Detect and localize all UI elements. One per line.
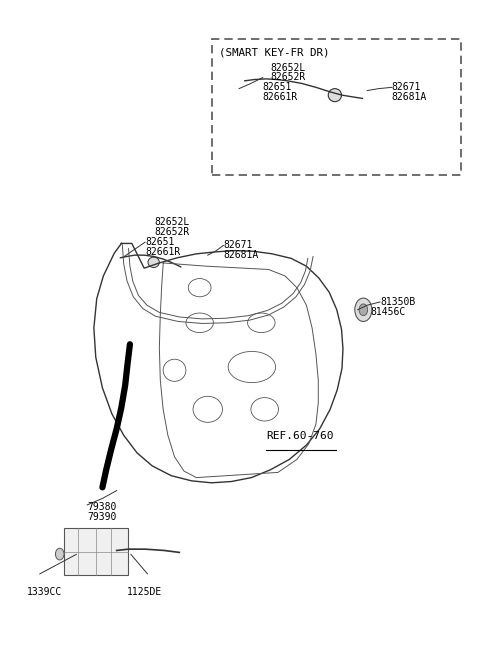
Text: REF.60-760: REF.60-760 [266, 431, 334, 441]
Text: 82652R: 82652R [155, 227, 190, 237]
Text: 82671: 82671 [223, 240, 253, 250]
Text: 82661R: 82661R [145, 247, 180, 256]
Text: 82651: 82651 [145, 237, 175, 247]
Text: 79380: 79380 [87, 502, 117, 512]
Circle shape [359, 304, 368, 316]
Text: 82681A: 82681A [392, 92, 427, 102]
Text: 82652L: 82652L [271, 62, 306, 73]
Ellipse shape [148, 257, 159, 268]
Text: 81456C: 81456C [371, 306, 406, 317]
Text: (SMART KEY-FR DR): (SMART KEY-FR DR) [219, 47, 329, 57]
Circle shape [56, 548, 64, 560]
Text: 82661R: 82661R [263, 92, 298, 102]
Text: 82652R: 82652R [271, 72, 306, 83]
Text: 79390: 79390 [87, 512, 117, 522]
Text: 82671: 82671 [392, 82, 421, 92]
Ellipse shape [328, 89, 342, 102]
Text: 81350B: 81350B [380, 297, 415, 307]
Text: 1339CC: 1339CC [26, 587, 62, 597]
Text: 82681A: 82681A [223, 250, 259, 260]
Text: 1125DE: 1125DE [127, 587, 162, 597]
Text: 82652L: 82652L [155, 217, 190, 228]
Text: 82651: 82651 [263, 82, 292, 92]
FancyBboxPatch shape [63, 528, 128, 575]
Circle shape [355, 298, 372, 321]
